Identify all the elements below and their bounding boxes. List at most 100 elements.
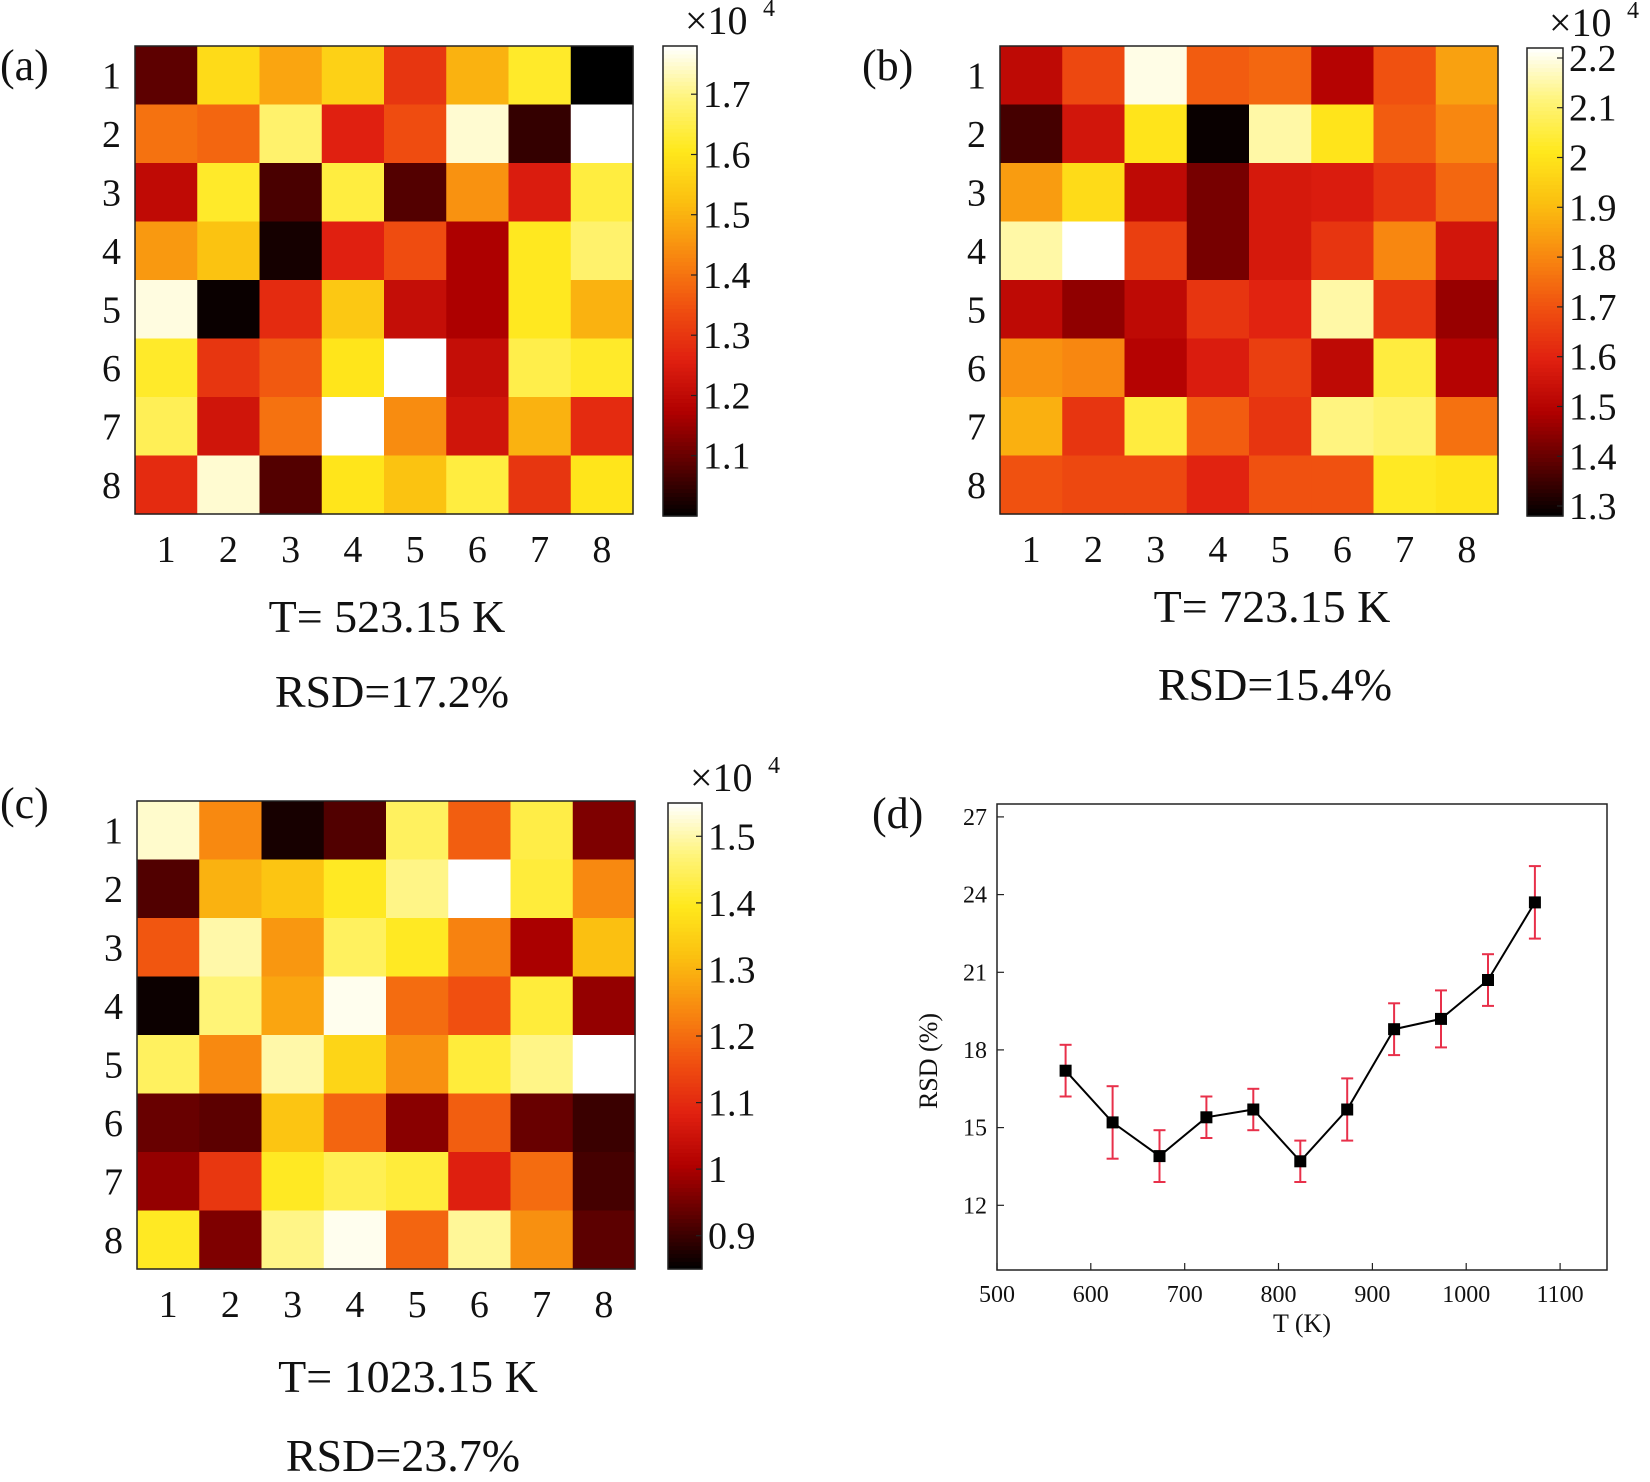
heatmap-c-cell-r1-c7 bbox=[510, 801, 574, 861]
colorbar-a-segment bbox=[663, 465, 697, 470]
heatmap-b-cell-r3-c7 bbox=[1373, 163, 1437, 223]
colorbar-b-tick-label: 1.4 bbox=[1569, 436, 1617, 478]
heatmap-a-y-tick: 2 bbox=[102, 114, 121, 156]
colorbar-a-tick-label: 1.2 bbox=[703, 376, 751, 418]
colorbar-b-segment bbox=[1527, 90, 1563, 96]
colorbar-a-segment bbox=[663, 140, 697, 145]
heatmap-b-x-tick: 7 bbox=[1395, 529, 1414, 571]
heatmap-b-y-tick: 8 bbox=[967, 465, 986, 507]
heatmap-b-cell-r3-c6 bbox=[1311, 163, 1375, 223]
heatmap-b-cell-r8-c3 bbox=[1124, 455, 1188, 515]
colorbar-a-segment bbox=[663, 234, 697, 239]
colorbar-a-segment bbox=[663, 316, 697, 321]
colorbar-a-segment bbox=[663, 194, 697, 200]
heatmap-a-cell-r3-c7 bbox=[508, 163, 572, 223]
heatmap-c-x-tick: 5 bbox=[408, 1284, 427, 1326]
colorbar-a-segment bbox=[663, 476, 697, 482]
colorbar-a-segment bbox=[663, 410, 697, 415]
colorbar-b-segment bbox=[1527, 48, 1563, 53]
heatmap-a-cell-r7-c3 bbox=[259, 397, 323, 457]
heatmap-a-cell-r8-c1 bbox=[135, 455, 198, 515]
colorbar-a-segment bbox=[663, 46, 697, 51]
heatmap-c-x-tick: 7 bbox=[532, 1284, 551, 1326]
colorbar-c-segment bbox=[668, 1199, 702, 1204]
heatmap-c-cell-r5-c3 bbox=[261, 1035, 325, 1095]
colorbar-b-segment bbox=[1527, 176, 1563, 182]
colorbar-c-segment bbox=[668, 903, 702, 909]
colorbar-a-segment bbox=[663, 273, 697, 278]
colorbar-b-segment bbox=[1527, 360, 1563, 365]
heatmap-b-x-tick: 6 bbox=[1333, 529, 1352, 571]
colorbar-b-segment bbox=[1527, 379, 1563, 384]
colorbar-a-segment bbox=[663, 351, 697, 357]
colorbar-b-segment bbox=[1527, 219, 1563, 225]
heatmap-c-cell-r1-c2 bbox=[199, 801, 263, 861]
colorbar-b-segment bbox=[1527, 340, 1563, 345]
heatmap-c-cell-r7-c6 bbox=[448, 1152, 512, 1212]
colorbar-b-segment bbox=[1527, 204, 1563, 209]
heatmap-a-cell-r4-c3 bbox=[259, 221, 323, 281]
heatmap-c-cell-r8-c8 bbox=[572, 1210, 636, 1270]
heatmap-c-cell-r8-c3 bbox=[261, 1210, 325, 1270]
colorbar-b-segment bbox=[1527, 430, 1563, 435]
colorbar-b-segment bbox=[1527, 480, 1563, 486]
colorbar-b-segment bbox=[1527, 243, 1563, 248]
heatmap-b-cell-r1-c2 bbox=[1062, 46, 1126, 106]
colorbar-c-tick-label: 1.1 bbox=[708, 1083, 756, 1125]
heatmap-a-x-tick: 6 bbox=[468, 529, 487, 571]
line-chart-d-frame bbox=[996, 803, 1608, 1271]
colorbar-a-segment bbox=[663, 89, 697, 94]
colorbar-a-segment bbox=[663, 222, 697, 227]
heatmap-b-cell-r7-c4 bbox=[1186, 397, 1250, 457]
colorbar-a-segment bbox=[663, 245, 697, 251]
colorbar-b-segment bbox=[1527, 418, 1563, 423]
heatmap-a-cell-r4-c8 bbox=[570, 221, 634, 281]
heatmap-c-y-tick: 7 bbox=[104, 1161, 123, 1203]
line-chart-d-y-tick-label: 21 bbox=[963, 960, 987, 986]
colorbar-a-segment bbox=[663, 414, 697, 419]
heatmap-c-cell-r3-c7 bbox=[510, 918, 574, 978]
colorbar-c-segment bbox=[668, 1129, 702, 1134]
colorbar-c-segment bbox=[668, 1047, 702, 1053]
colorbar-b-segment bbox=[1527, 141, 1563, 147]
heatmap-a-cell-r3-c4 bbox=[321, 163, 385, 223]
heatmap-b-cell-r1-c4 bbox=[1186, 46, 1250, 106]
colorbar-c-segment bbox=[668, 1078, 702, 1084]
colorbar-c-segment bbox=[668, 1036, 702, 1041]
heatmap-b-cell-r8-c7 bbox=[1373, 455, 1437, 515]
colorbar-a-segment bbox=[663, 57, 697, 63]
line-chart-d-y-tick-label: 12 bbox=[963, 1193, 987, 1219]
colorbar-a-segment bbox=[663, 183, 697, 188]
heatmap-b-cell-r8-c1 bbox=[1000, 455, 1063, 515]
line-chart-d-x-tick-label: 800 bbox=[1261, 1282, 1297, 1308]
colorbar-c-segment bbox=[668, 1241, 702, 1247]
colorbar-c-segment bbox=[668, 849, 702, 855]
colorbar-b-tick-label: 2.1 bbox=[1569, 88, 1617, 130]
colorbar-c-segment bbox=[668, 1234, 702, 1239]
colorbar-b-segment bbox=[1527, 215, 1563, 221]
colorbar-c-segment bbox=[668, 1156, 702, 1161]
colorbar-b-segment bbox=[1527, 449, 1563, 455]
colorbar-a-segment bbox=[663, 61, 697, 67]
heatmap-b-cell-r8-c5 bbox=[1249, 455, 1312, 515]
heatmap-a-cell-r4-c4 bbox=[321, 221, 385, 281]
colorbar-b-segment bbox=[1527, 282, 1563, 287]
heatmap-a-cell-r4-c7 bbox=[508, 221, 572, 281]
heatmap-b-cell-r6-c4 bbox=[1186, 338, 1250, 398]
colorbar-c-segment bbox=[668, 1032, 702, 1037]
heatmap-b-cell-r3-c1 bbox=[1000, 163, 1063, 223]
colorbar-b-segment bbox=[1527, 172, 1563, 178]
colorbar-c-segment bbox=[668, 1160, 702, 1165]
colorbar-a-segment bbox=[663, 500, 697, 505]
colorbar-c-segment bbox=[668, 1059, 702, 1064]
heatmap-b-cell-r4-c5 bbox=[1249, 221, 1312, 281]
colorbar-a-segment bbox=[663, 406, 697, 411]
colorbar-b-segment bbox=[1527, 484, 1563, 490]
heatmap-c-x-tick: 8 bbox=[594, 1284, 613, 1326]
colorbar-b-segment bbox=[1527, 83, 1563, 88]
colorbar-a-segment bbox=[663, 433, 697, 439]
colorbar-c-segment bbox=[668, 1175, 702, 1181]
heatmap-a-cell-r1-c7 bbox=[508, 46, 572, 106]
colorbar-a-frame bbox=[662, 45, 698, 517]
colorbar-a-segment bbox=[663, 472, 697, 478]
